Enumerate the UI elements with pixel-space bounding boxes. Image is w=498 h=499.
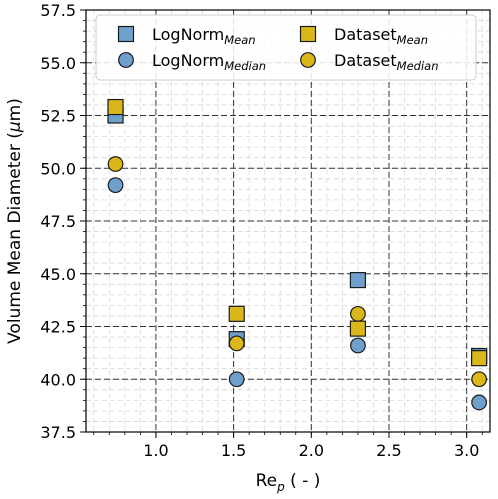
dataset-mean-point <box>349 320 367 337</box>
x-tick-label: 3.0 <box>454 441 479 460</box>
y-tick-label: 52.5 <box>40 107 76 126</box>
x-tick-label: 2.0 <box>299 441 324 460</box>
legend-marker-2 <box>299 25 317 43</box>
x-axis-label-sub: p <box>276 480 285 494</box>
dataset-mean-point <box>107 98 124 116</box>
lognorm-median-point <box>228 371 245 388</box>
lognorm-median-point <box>471 394 488 411</box>
dataset-median-point <box>350 305 366 322</box>
legend-marker-3 <box>300 52 316 68</box>
y-axis-label-before: Volume Mean Diameter ( <box>5 132 25 344</box>
x-axis-label-base: Re <box>256 471 278 491</box>
legend-marker-0 <box>117 25 135 43</box>
legend-box <box>95 14 477 81</box>
lognorm-median-point <box>107 177 124 194</box>
dataset-mean-point <box>228 305 245 322</box>
y-tick-label: 57.5 <box>40 1 76 20</box>
legend: LogNormMean LogNormMedian DatasetMean Datas… <box>95 14 477 81</box>
dataset-mean-point <box>471 350 488 367</box>
legend-marker-1 <box>118 52 134 68</box>
y-tick-label: 47.5 <box>40 212 76 231</box>
legend-entry-label: DatasetMedian <box>334 51 438 73</box>
y-axis-label-mu: μ <box>5 121 25 133</box>
y-tick-label: 50.0 <box>40 159 76 178</box>
y-tick-label: 45.0 <box>40 265 76 284</box>
y-tick-label: 40.0 <box>40 370 76 389</box>
x-axis-label: Rep ( - ) <box>256 471 321 494</box>
y-tick-label: 55.0 <box>40 54 76 73</box>
x-tick-label: 2.5 <box>376 441 401 460</box>
x-axis-ticks: 1.0 1.5 2.0 2.5 3.0 <box>93 432 483 460</box>
legend-entry-label: LogNormMedian <box>152 51 266 73</box>
lognorm-mean-point <box>349 271 367 289</box>
y-axis-label-after: m) <box>5 98 25 121</box>
dataset-median-point <box>107 156 124 172</box>
y-tick-label: 42.5 <box>40 318 76 337</box>
x-tick-label: 1.5 <box>221 441 246 460</box>
dataset-median-point <box>228 335 245 352</box>
y-axis-label: Volume Mean Diameter (μm) <box>5 98 25 344</box>
y-tick-label: 37.5 <box>40 423 76 442</box>
y-axis-ticks: 37.5 40.0 42.5 45.0 47.5 50.0 52.5 55.0 57.5 <box>40 1 86 442</box>
x-axis-label-suffix: ( - ) <box>285 471 321 491</box>
legend-entry-label: DatasetMean <box>334 25 428 47</box>
legend-entry-label: LogNormMean <box>152 25 256 47</box>
lognorm-median-point <box>350 337 366 354</box>
data-markers <box>107 98 488 411</box>
x-tick-label: 1.0 <box>143 441 168 460</box>
dataset-median-point <box>471 371 488 388</box>
